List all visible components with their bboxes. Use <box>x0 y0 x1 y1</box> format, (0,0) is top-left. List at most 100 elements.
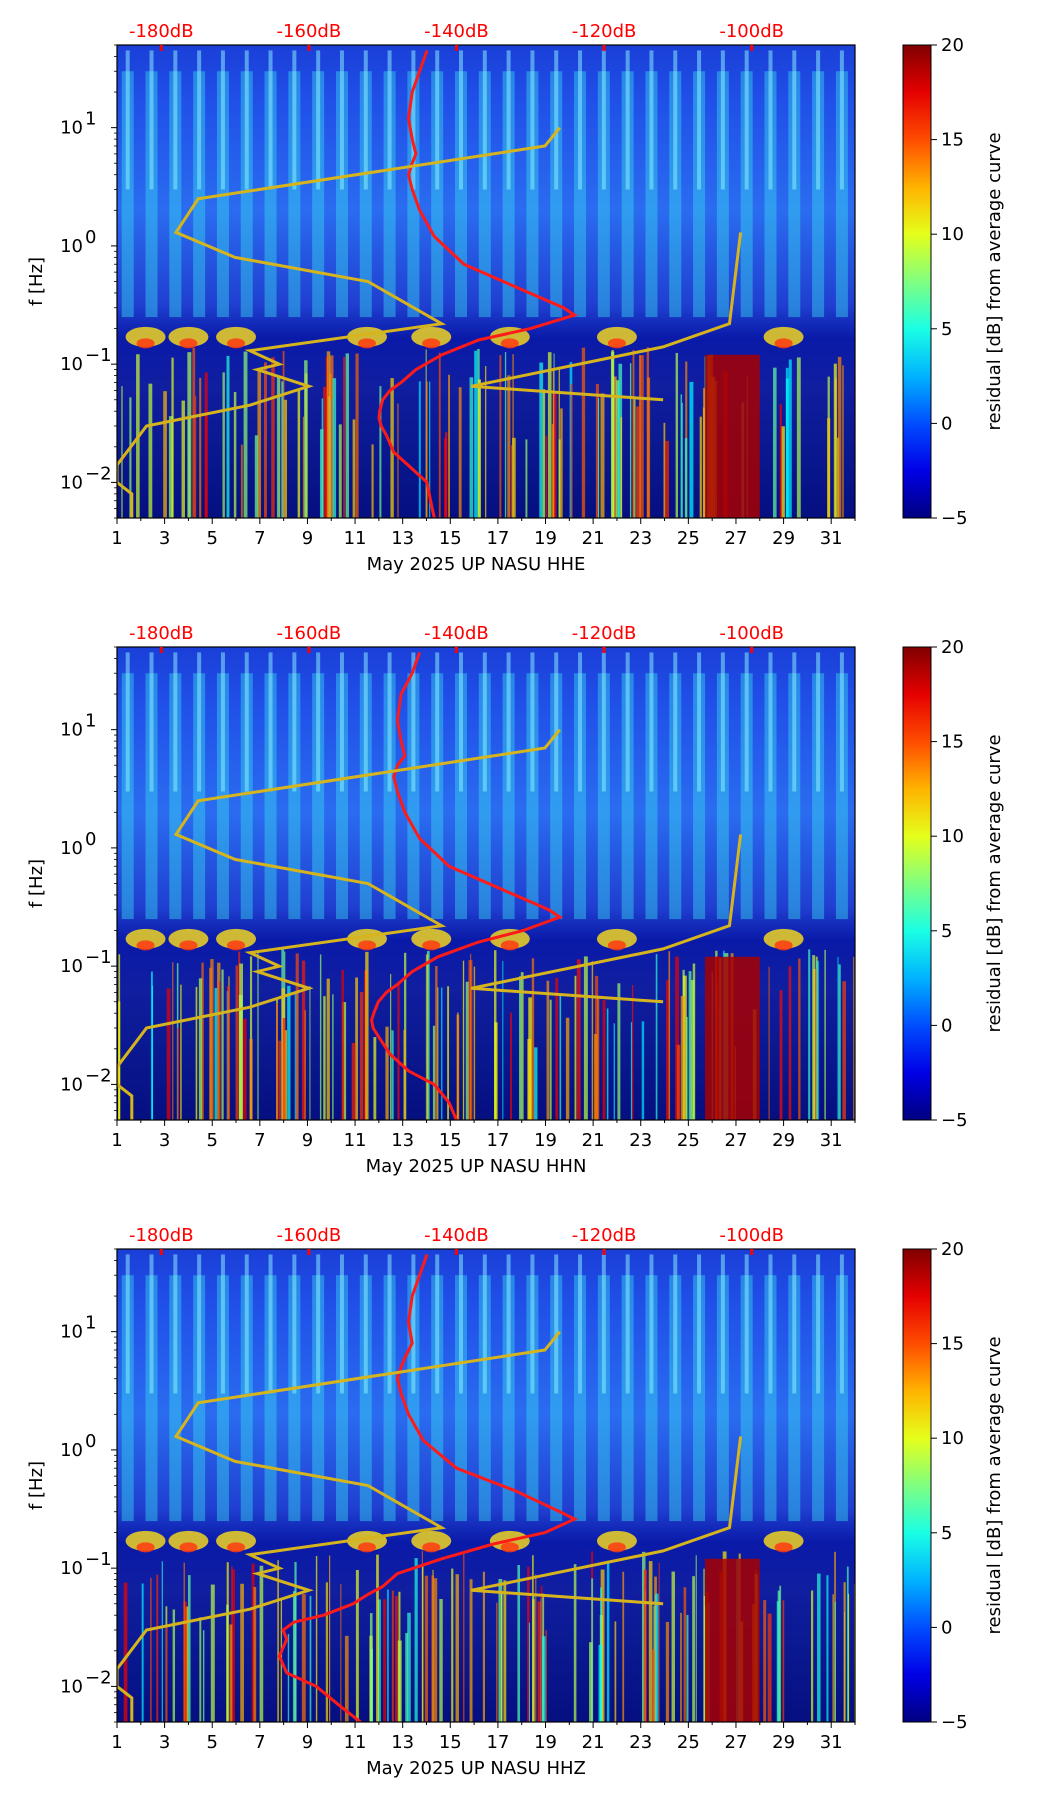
x-axis-label: May 2025 UP NASU HHZ <box>366 1758 586 1779</box>
x-tick-label: 3 <box>159 1130 170 1151</box>
db-axis-label: -100dB <box>719 1225 784 1246</box>
x-tick-label: 29 <box>772 1732 795 1753</box>
colorbar-tick-label: −5 <box>941 508 968 529</box>
x-tick-label: 17 <box>486 1732 509 1753</box>
x-tick-label: 25 <box>677 1130 700 1151</box>
spectrogram-image <box>117 1249 855 1722</box>
x-tick-label: 25 <box>677 1732 700 1753</box>
x-tick-label: 19 <box>534 1130 557 1151</box>
model-curve-high-line <box>470 232 743 402</box>
x-tick-label: 15 <box>439 528 462 549</box>
x-tick-label: 13 <box>391 1130 414 1151</box>
x-tick-label: 17 <box>486 1130 509 1151</box>
colorbar <box>902 646 932 1121</box>
colorbar-tick-label: 5 <box>941 921 952 942</box>
colorbar-tick-label: 15 <box>941 1334 964 1355</box>
y-tick-label: 10 <box>60 720 83 741</box>
y-tick-exponent: −1 <box>85 345 112 366</box>
colorbar-tick-label: 0 <box>941 1015 952 1036</box>
x-tick-label: 21 <box>582 528 605 549</box>
spectrogram-image <box>117 647 855 1120</box>
colorbar-tick-label: 0 <box>941 413 952 434</box>
y-tick-exponent: 0 <box>85 829 96 850</box>
x-tick-label: 31 <box>820 1130 843 1151</box>
y-tick-label: 10 <box>60 1676 83 1697</box>
x-tick-label: 21 <box>582 1732 605 1753</box>
x-tick-label: 1 <box>111 1732 122 1753</box>
colorbar-tick-label: 15 <box>941 732 964 753</box>
colorbar-tick-label: 20 <box>941 1239 964 1260</box>
y-tick-label: 10 <box>60 118 83 139</box>
colorbar-label: residual [dB] from average curve <box>984 132 1005 430</box>
db-axis-label: -140dB <box>424 1225 489 1246</box>
x-tick-label: 9 <box>302 1732 313 1753</box>
x-tick-label: 23 <box>629 528 652 549</box>
x-tick-label: 11 <box>344 1732 367 1753</box>
x-tick-label: 27 <box>725 1130 748 1151</box>
y-tick-exponent: −1 <box>85 947 112 968</box>
y-tick-label: 10 <box>60 1074 83 1095</box>
y-axis-label: f [Hz] <box>26 859 47 908</box>
colorbar-label: residual [dB] from average curve <box>984 1336 1005 1634</box>
y-axis-label: f [Hz] <box>26 1461 47 1510</box>
db-axis-label: -160dB <box>277 623 342 644</box>
y-tick-exponent: 1 <box>85 109 96 130</box>
model-curve-low-line <box>117 1330 561 1722</box>
colorbar-tick-label: −5 <box>941 1110 968 1131</box>
y-tick-label: 10 <box>60 236 83 257</box>
y-tick-label: 10 <box>60 472 83 493</box>
x-tick-label: 7 <box>254 528 265 549</box>
model-curve-high-line <box>470 834 743 1004</box>
x-tick-label: 15 <box>439 1130 462 1151</box>
db-axis-label: -140dB <box>424 623 489 644</box>
spectrogram-panel-hhn: 1 3 5 7 9 11 13 15 17 19 21 23 25 27 29 31 10 −2 10 −1 10 0 10… <box>0 602 1052 1204</box>
colorbar-tick-label: 15 <box>941 130 964 151</box>
x-tick-label: 9 <box>302 528 313 549</box>
y-tick-exponent: −2 <box>85 1667 112 1688</box>
colorbar-tick-label: 10 <box>941 1428 964 1449</box>
x-tick-label: 17 <box>486 528 509 549</box>
db-axis-label: -160dB <box>277 1225 342 1246</box>
db-axis-label: -100dB <box>719 623 784 644</box>
x-tick-label: 19 <box>534 528 557 549</box>
x-tick-label: 7 <box>254 1130 265 1151</box>
x-axis-label: May 2025 UP NASU HHE <box>367 554 586 575</box>
y-tick-exponent: −2 <box>85 1065 112 1086</box>
db-axis-label: -180dB <box>129 21 194 42</box>
x-tick-label: 23 <box>629 1130 652 1151</box>
db-axis-label: -180dB <box>129 1225 194 1246</box>
x-tick-label: 3 <box>159 1732 170 1753</box>
x-tick-label: 27 <box>725 1732 748 1753</box>
x-tick-label: 1 <box>111 528 122 549</box>
db-axis-label: -140dB <box>424 21 489 42</box>
x-tick-label: 27 <box>725 528 748 549</box>
x-tick-label: 3 <box>159 528 170 549</box>
x-tick-label: 15 <box>439 1732 462 1753</box>
y-tick-exponent: 0 <box>85 227 96 248</box>
x-axis-label: May 2025 UP NASU HHN <box>366 1156 587 1177</box>
x-tick-label: 29 <box>772 1130 795 1151</box>
colorbar-tick-label: 5 <box>941 319 952 340</box>
x-tick-label: 11 <box>344 528 367 549</box>
db-axis-label: -100dB <box>719 21 784 42</box>
db-axis-label: -120dB <box>572 21 637 42</box>
y-tick-exponent: 1 <box>85 1313 96 1334</box>
x-tick-label: 31 <box>820 1732 843 1753</box>
psd-curve-line <box>377 49 579 518</box>
spectrogram-panel-hhz: 1 3 5 7 9 11 13 15 17 19 21 23 25 27 29 31 10 −2 10 −1 10 0 10… <box>0 1204 1052 1806</box>
model-curve-high-line <box>470 1436 743 1606</box>
y-tick-label: 10 <box>60 354 83 375</box>
x-tick-label: 5 <box>206 528 217 549</box>
x-tick-label: 13 <box>391 1732 414 1753</box>
model-curve-low-line <box>117 728 561 1120</box>
x-tick-label: 7 <box>254 1732 265 1753</box>
x-tick-label: 23 <box>629 1732 652 1753</box>
y-tick-label: 10 <box>60 956 83 977</box>
colorbar <box>902 44 932 519</box>
db-axis-label: -160dB <box>277 21 342 42</box>
psd-curve-line <box>277 1253 579 1722</box>
y-tick-label: 10 <box>60 1558 83 1579</box>
